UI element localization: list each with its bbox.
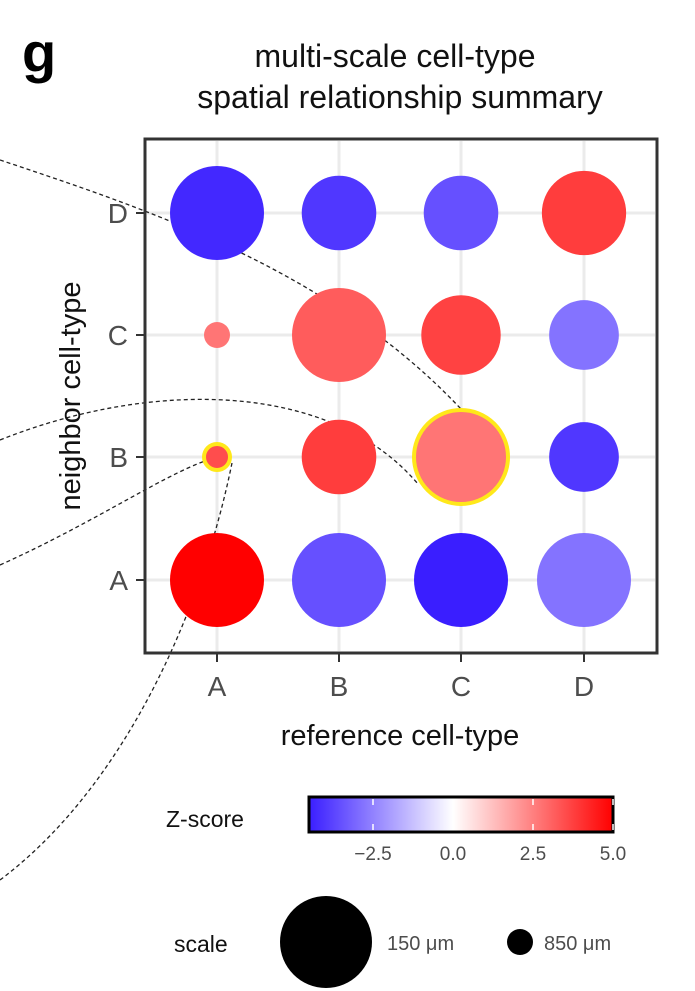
bubble-B-A [292, 533, 386, 627]
colorbar-tick-label-1: 0.0 [440, 844, 466, 865]
y-tick-label-A: A [109, 565, 128, 596]
colorbar-tick-label-2: 2.5 [520, 844, 546, 865]
panel-label: g [22, 21, 56, 84]
chart-title-line-2: spatial relationship summary [197, 79, 603, 115]
connector-4 [0, 398, 419, 485]
colorbar [307, 795, 615, 834]
y-axis-title: neighbor cell-type [55, 282, 87, 511]
y-tick-label-C: C [108, 320, 128, 351]
x-tick-label-C: C [451, 671, 471, 702]
bubble-B-C [292, 288, 386, 382]
colorbar-tick-label-0: −2.5 [354, 844, 392, 865]
bubble-A-C [204, 322, 230, 348]
chart-title-line-1: multi-scale cell-type [255, 38, 536, 74]
colorbar-tick-label-3: 5.0 [600, 844, 626, 865]
size-legend-dot-850 [507, 929, 533, 955]
bubble-C-C [421, 295, 501, 375]
bubble-A-D [170, 166, 264, 260]
plot-panel-border [143, 137, 659, 655]
size-legend-label-850: 850 μm [544, 933, 611, 955]
bubble-C-D [423, 175, 499, 251]
connector-3 [0, 462, 233, 881]
bubble-layer [170, 166, 631, 627]
y-tick-label-D: D [108, 198, 128, 229]
bubble-D-D [541, 170, 627, 256]
bubble-D-A [537, 533, 631, 627]
bubble-B-B [301, 419, 377, 495]
x-tick-label-D: D [574, 671, 594, 702]
bubble-D-C [549, 300, 619, 370]
x-axis: A B C D [208, 654, 594, 702]
y-axis: A B C D [108, 198, 144, 596]
x-axis-title: reference cell-type [281, 720, 520, 752]
size-legend-label-150: 150 μm [387, 933, 454, 955]
bubble-B-D [301, 175, 377, 251]
colorbar-ticks: −2.5 0.0 2.5 5.0 [354, 799, 626, 865]
x-tick-label-B: B [330, 671, 349, 702]
bubble-A-B [202, 442, 232, 472]
y-tick-label-B: B [109, 442, 128, 473]
bubble-D-B [549, 422, 619, 492]
x-tick-label-A: A [208, 671, 227, 702]
bubble-A-A [170, 533, 264, 627]
bubble-C-B [412, 408, 510, 506]
size-legend-dot-150 [280, 896, 372, 988]
size-legend-title: scale [174, 931, 228, 957]
dashed-connectors [0, 159, 462, 881]
bubble-C-A [414, 533, 508, 627]
colorbar-title: Z-score [166, 806, 244, 832]
